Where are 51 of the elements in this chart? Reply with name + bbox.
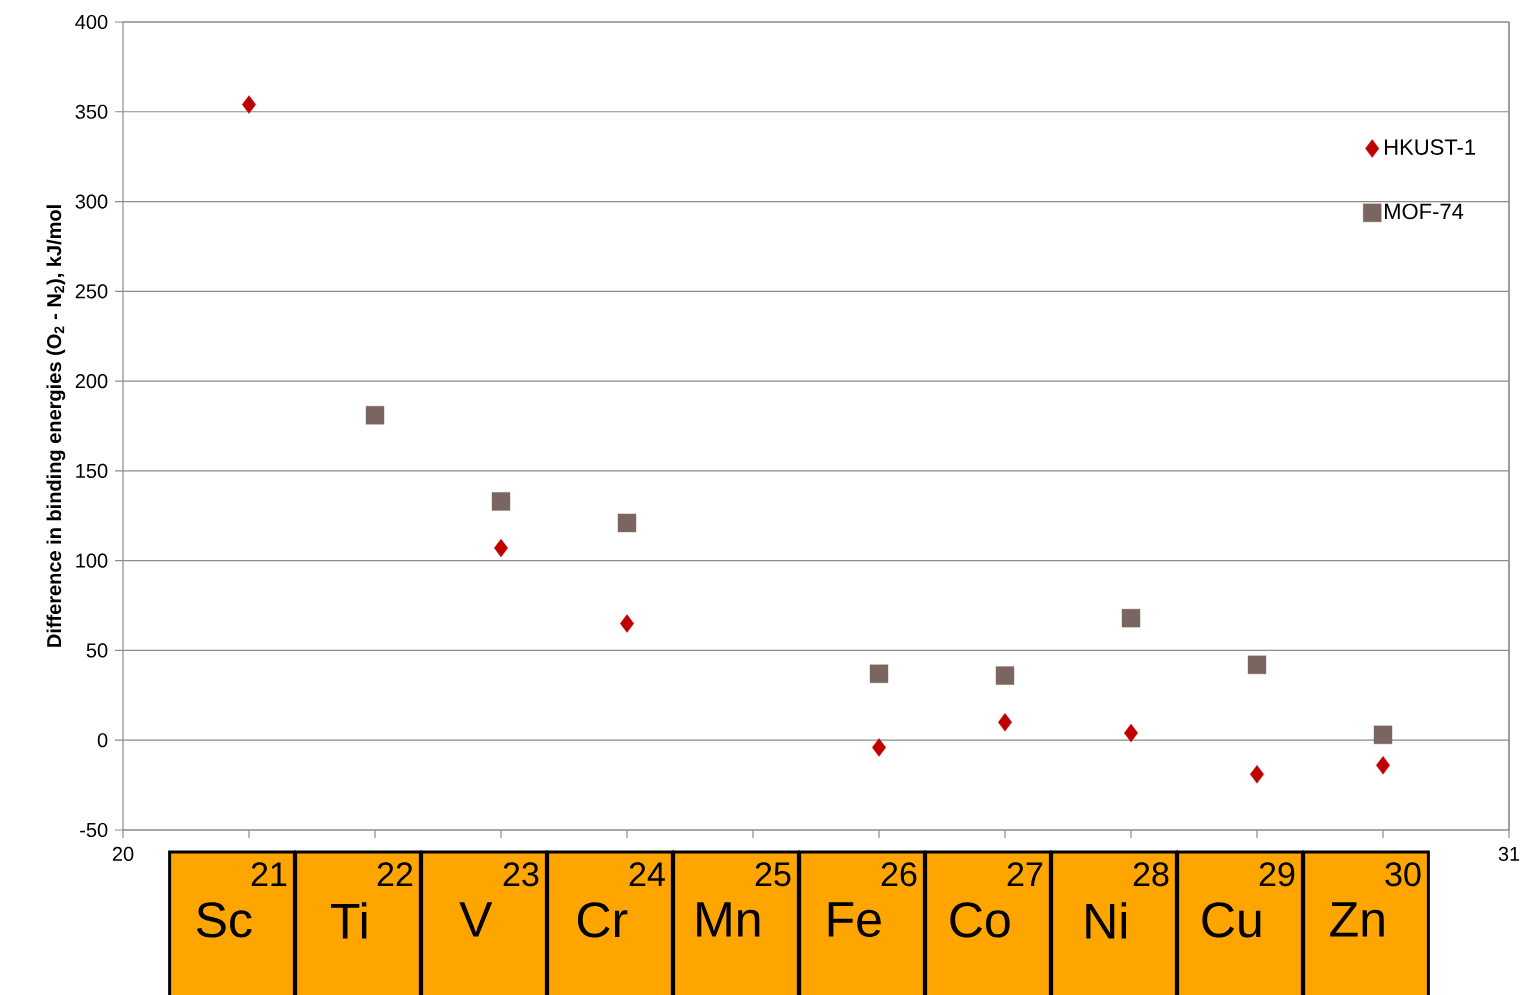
y-tick-label: 100 [76, 553, 108, 568]
text: 28 [1133, 862, 1169, 887]
point [617, 513, 637, 533]
y-tick-label: 200 [75, 374, 108, 389]
text: 30 [1385, 862, 1421, 887]
text: Fe [828, 902, 881, 938]
point [1250, 765, 1264, 784]
point [872, 738, 886, 757]
text: Ti [331, 902, 367, 939]
point [491, 492, 511, 511]
point [998, 713, 1012, 732]
point [1247, 655, 1267, 675]
point [620, 614, 634, 633]
legend-label: HKUST-1 [1385, 139, 1476, 155]
y-tick-label: -50 [80, 822, 108, 838]
y-tick-label: 300 [75, 194, 108, 209]
y-tick-label: 0 [97, 733, 108, 748]
text: Ni [1086, 902, 1127, 939]
point [869, 664, 889, 683]
x-tick-label: 31 [1498, 846, 1520, 862]
point [1373, 725, 1393, 745]
text: Zn [1330, 902, 1384, 937]
y-tick-label: 250 [75, 284, 108, 299]
text: Cu [1202, 902, 1261, 938]
text: Mn [697, 902, 760, 937]
text: 24 [629, 862, 665, 886]
point [1376, 756, 1390, 775]
text: 29 [1259, 862, 1295, 887]
text: 21 [251, 862, 287, 886]
text: 23 [503, 862, 539, 887]
y-tick-label: 50 [86, 643, 108, 658]
point [494, 538, 508, 558]
text: 22 [377, 862, 413, 886]
legend-label: MOF-74 [1385, 203, 1464, 220]
x-tick-label: 20 [112, 846, 134, 862]
point [242, 95, 256, 114]
text: 26 [881, 862, 917, 887]
text: Co [950, 902, 1010, 938]
y-tick-label: 350 [75, 104, 108, 119]
text: 25 [755, 862, 791, 887]
text: Sc [196, 902, 252, 938]
point [995, 666, 1015, 685]
point [1121, 608, 1141, 628]
text: 27 [1007, 862, 1043, 886]
point [1124, 723, 1138, 743]
text: Cr [577, 902, 628, 938]
text: V [459, 902, 493, 937]
y-tick-label: 150 [76, 463, 108, 478]
y-axis-title: Difference in binding energies (O$_{2}$ - N$_{2}$), kJ/mol [46, 205, 66, 647]
y-tick-label: 400 [75, 14, 108, 30]
point [365, 406, 385, 425]
